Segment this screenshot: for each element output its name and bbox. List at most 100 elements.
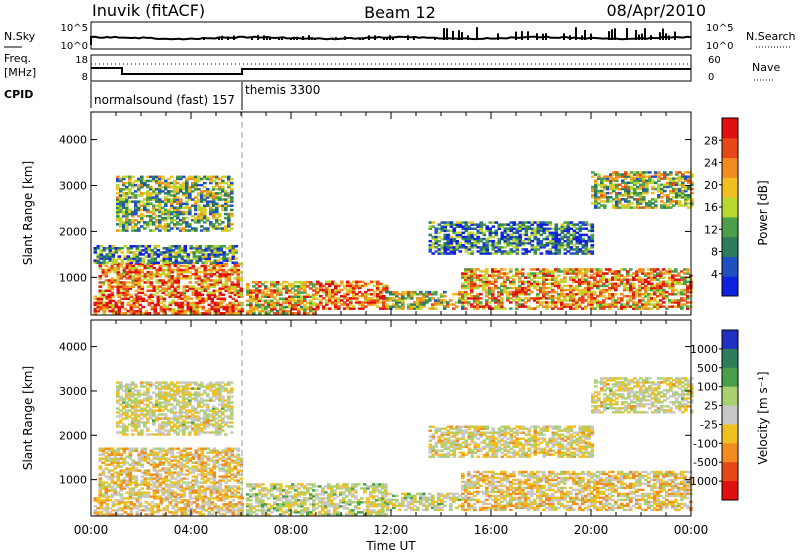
- scatter-cell: [557, 274, 561, 277]
- y-tick-label: 2000: [59, 225, 87, 238]
- cpid-label: CPID: [4, 88, 33, 101]
- scatter-cell: [139, 513, 143, 515]
- scatter-cell: [221, 186, 225, 189]
- scatter-cell: [235, 257, 239, 260]
- nsearch-bar: [413, 36, 415, 40]
- scatter-cell: [150, 281, 154, 284]
- scatter-cell: [509, 268, 513, 271]
- nsearch-bar: [290, 38, 292, 40]
- nsearch-bar: [407, 35, 409, 40]
- scatter-cell: [203, 182, 207, 185]
- scatter-cell: [148, 312, 152, 315]
- scatter-cell: [662, 276, 666, 279]
- scatter-cell: [530, 291, 534, 294]
- scatter-cell: [264, 281, 268, 284]
- nsky-tick-low: 10^0: [61, 41, 88, 52]
- scatter-cell: [131, 176, 135, 179]
- scatter-cell: [235, 249, 239, 252]
- scatter-cell: [202, 306, 206, 309]
- cpid-panel: CPID normalsound (fast) 157 themis 3300: [4, 82, 320, 110]
- scatter-cell: [240, 263, 244, 266]
- scatter-cell: [184, 245, 188, 248]
- nsearch-bar: [569, 35, 571, 40]
- scatter-cell: [189, 281, 193, 284]
- scatter-cell: [591, 234, 595, 237]
- nsearch-bar: [266, 36, 268, 40]
- scatter-cell: [170, 176, 174, 179]
- scatter-cell: [194, 227, 198, 230]
- nsearch-bar: [233, 36, 235, 40]
- scatter-cell: [222, 294, 226, 297]
- scatter-cell: [521, 268, 525, 271]
- power-y-axis-label: Slant Range [km]: [21, 161, 35, 265]
- station-title: Inuvik (fitACF): [92, 1, 205, 20]
- scatter-cell: [230, 205, 234, 208]
- scatter-cell: [459, 250, 463, 253]
- scatter-cell: [118, 255, 122, 257]
- nsearch-bar: [332, 38, 334, 40]
- scatter-cell: [230, 213, 234, 216]
- nsearch-bar: [278, 38, 280, 40]
- nsearch-bar: [575, 27, 577, 40]
- nsearch-label: N.Search: [746, 30, 796, 43]
- nsearch-tick-high: 10^5: [706, 23, 733, 34]
- scatter-cell: [179, 198, 183, 201]
- scatter-cell: [230, 182, 234, 185]
- scatter-cell: [240, 271, 244, 274]
- scatter-cell: [240, 287, 244, 290]
- scatter-cell: [432, 221, 436, 224]
- freq-tick-low: 8: [82, 72, 88, 83]
- scatter-cell: [202, 513, 206, 515]
- scatter-cell: [642, 196, 646, 199]
- nsearch-bar: [614, 28, 616, 40]
- nsearch-bar: [515, 32, 517, 40]
- scatter-cell: [648, 171, 652, 174]
- scatter-cell: [201, 294, 205, 297]
- scatter-cell: [503, 268, 507, 271]
- nsearch-bar: [221, 36, 223, 40]
- scatter-cell: [99, 465, 103, 467]
- scatter-cell: [455, 305, 459, 308]
- scatter-cell: [385, 285, 389, 288]
- scatter-cell: [116, 184, 120, 187]
- nsearch-bar: [359, 38, 361, 40]
- nsearch-bar: [281, 37, 283, 40]
- nsearch-bar: [269, 38, 271, 40]
- scatter-cell: [443, 291, 447, 294]
- scatter-cell: [593, 291, 597, 294]
- nsearch-bar: [497, 33, 499, 40]
- scatter-cell: [206, 217, 210, 220]
- scatter-cell: [241, 308, 245, 311]
- scatter-cell: [663, 190, 667, 193]
- nsearch-bar: [263, 35, 265, 40]
- scatter-cell: [563, 276, 567, 279]
- nsearch-bar: [443, 28, 445, 40]
- scatter-cell: [500, 297, 504, 300]
- freq-tick-high: 18: [75, 55, 88, 66]
- scatter-cell: [315, 298, 319, 301]
- freq-panel: Freq. [MHz] 18 8 60 0 Nave: [4, 52, 780, 83]
- scatter-cell: [521, 272, 525, 275]
- nsky-label: N.Sky: [4, 30, 36, 43]
- nsearch-bar: [521, 31, 523, 40]
- scatter-cell: [503, 307, 507, 310]
- scatter-cell: [654, 204, 658, 207]
- nsearch-bar: [542, 34, 544, 40]
- scatter-cell: [492, 225, 496, 228]
- nsearch-bar: [251, 38, 253, 40]
- nsearch-bar: [527, 31, 529, 40]
- scatter-cell: [669, 171, 673, 174]
- scatter-cell: [630, 202, 634, 205]
- scatter-cell: [225, 263, 229, 266]
- scatter-cell: [540, 252, 544, 255]
- scatter-cell: [232, 499, 236, 501]
- nsearch-bar: [257, 35, 259, 40]
- scatter-cell: [662, 301, 666, 304]
- nsearch-bar: [458, 30, 460, 40]
- scatter-cell: [230, 209, 234, 212]
- nsky-panel: N.Sky 10^5 10^0 10^5 10^0 N.Search: [4, 22, 796, 52]
- scatter-cell: [686, 268, 690, 271]
